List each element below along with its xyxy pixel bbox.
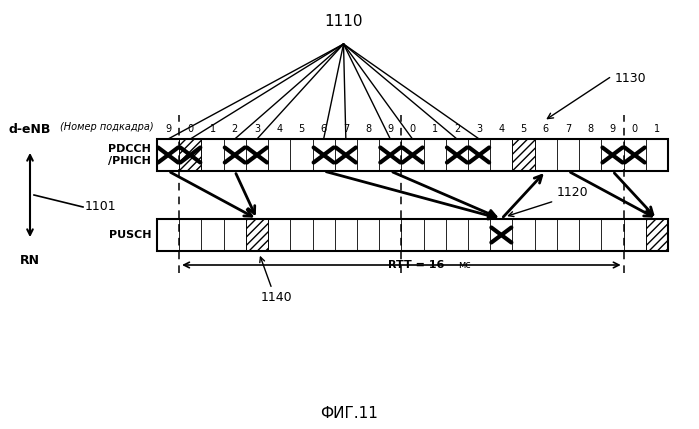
- Text: 7: 7: [343, 124, 349, 134]
- Text: 8: 8: [365, 124, 371, 134]
- Text: d-eNB: d-eNB: [9, 123, 51, 136]
- Text: RN: RN: [20, 254, 40, 267]
- Text: RTT = 16: RTT = 16: [388, 260, 445, 270]
- Text: 1130: 1130: [615, 73, 647, 85]
- Text: 4: 4: [498, 124, 505, 134]
- Text: 9: 9: [165, 124, 171, 134]
- Text: 1101: 1101: [85, 200, 117, 214]
- Text: PDCCH
/PHICH: PDCCH /PHICH: [108, 144, 151, 166]
- Text: 6: 6: [542, 124, 549, 134]
- Bar: [157, 139, 668, 171]
- Text: 0: 0: [632, 124, 637, 134]
- Text: 1140: 1140: [261, 291, 293, 304]
- Text: 0: 0: [187, 124, 194, 134]
- Text: 2: 2: [454, 124, 460, 134]
- Bar: [646, 219, 668, 251]
- Text: (Номер подкадра): (Номер подкадра): [60, 122, 154, 132]
- Bar: [512, 139, 535, 171]
- Text: PUSCH: PUSCH: [108, 230, 151, 240]
- Text: 2: 2: [231, 124, 238, 134]
- Bar: [157, 219, 668, 251]
- Text: 1120: 1120: [556, 187, 588, 199]
- Bar: [246, 219, 268, 251]
- Text: 9: 9: [387, 124, 394, 134]
- Text: 1110: 1110: [324, 14, 363, 29]
- Text: 5: 5: [298, 124, 305, 134]
- Text: 7: 7: [565, 124, 571, 134]
- Text: 1: 1: [432, 124, 438, 134]
- Bar: [179, 139, 201, 171]
- Text: ФИГ.11: ФИГ.11: [320, 406, 378, 421]
- Text: 8: 8: [587, 124, 593, 134]
- Text: 1: 1: [654, 124, 660, 134]
- Text: 5: 5: [521, 124, 527, 134]
- Text: 0: 0: [410, 124, 416, 134]
- Text: 9: 9: [610, 124, 616, 134]
- Text: 3: 3: [254, 124, 260, 134]
- Text: 4: 4: [276, 124, 282, 134]
- Text: 1: 1: [210, 124, 215, 134]
- Text: 3: 3: [476, 124, 482, 134]
- Text: мс: мс: [459, 260, 471, 270]
- Text: 6: 6: [321, 124, 326, 134]
